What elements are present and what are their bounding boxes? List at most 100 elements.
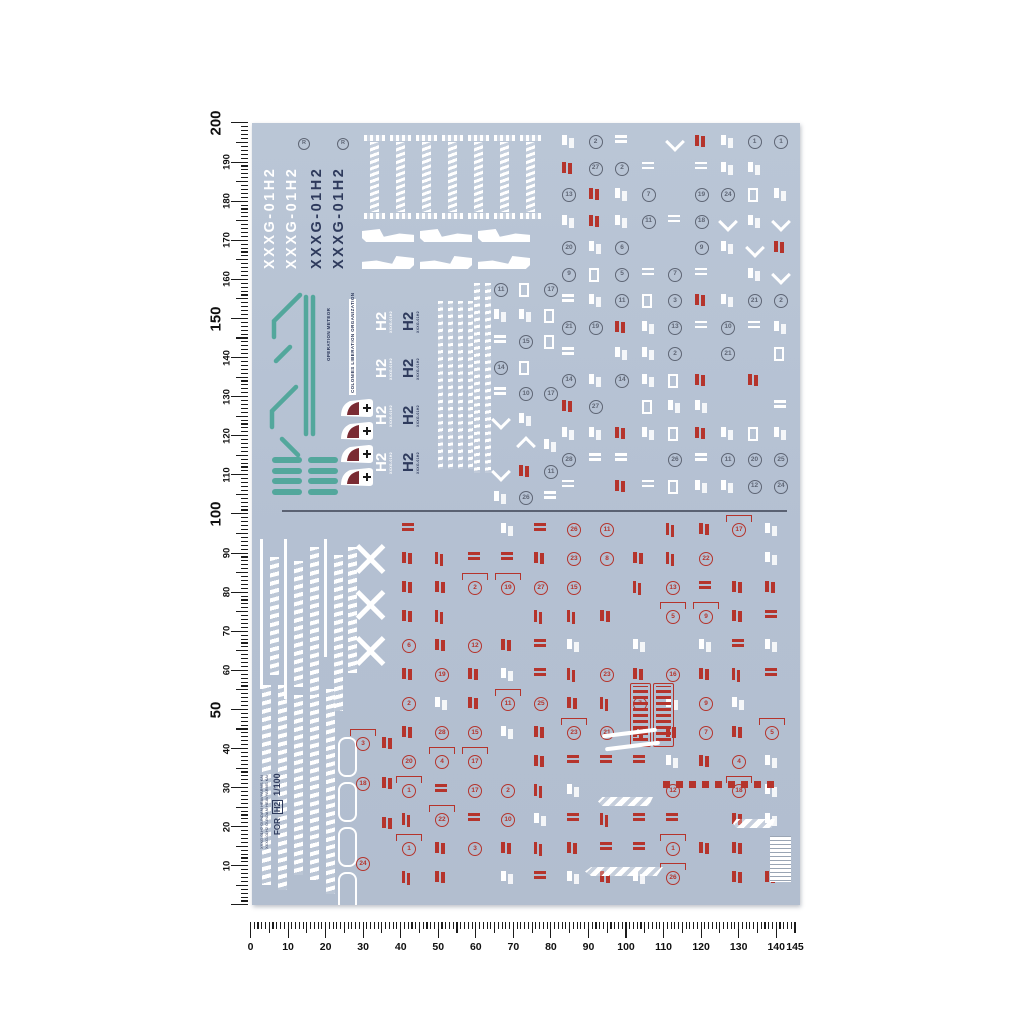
- chevron-decal: [491, 462, 511, 482]
- striped-bar-decal: [370, 142, 379, 212]
- white-box-decal: [544, 335, 554, 349]
- ruler-tick: [681, 922, 683, 933]
- h2-logo-subtext: XXXG-01H2: [389, 311, 393, 333]
- ruler-tick: [407, 922, 409, 929]
- ruler-tick: [241, 227, 248, 230]
- ruler-tick: [231, 552, 248, 554]
- section-divider-line: [282, 510, 787, 512]
- ruler-tick: [241, 364, 248, 366]
- white-marking-decal: [774, 426, 779, 437]
- circled-number-decal: 11: [641, 214, 656, 229]
- ruler-label: 130: [221, 388, 233, 405]
- ruler-tick: [236, 532, 248, 535]
- white-marking-decal: [668, 400, 673, 410]
- ruler-tick: [241, 603, 248, 605]
- ruler-tick: [321, 922, 323, 929]
- chevron-decal: [771, 211, 791, 232]
- ruler-tick: [236, 845, 248, 847]
- circled-number-decal: 20: [562, 241, 576, 255]
- h2-logo-text: H2: [400, 358, 417, 378]
- white-marking-decal: [562, 214, 567, 225]
- circled-number-decal: 2: [468, 581, 482, 595]
- ruler-tick: [719, 922, 721, 933]
- ruler-tick: [241, 579, 248, 581]
- red-marking-decal: [402, 581, 406, 592]
- ruler-tick: [241, 138, 248, 140]
- ruler-tick: [241, 759, 248, 761]
- ruler-tick: [236, 650, 248, 652]
- ruler-tick: [241, 732, 248, 734]
- ruler-tick: [241, 302, 248, 304]
- ruler-tick: [241, 587, 248, 589]
- ruler-tick: [241, 462, 248, 464]
- red-marking-decal: [732, 871, 736, 882]
- red-text-decal: [534, 784, 537, 796]
- ruler-tick: [241, 794, 248, 796]
- red-marking-decal: [694, 294, 699, 305]
- red-square-decal: [702, 781, 709, 788]
- ruler-tick: [565, 922, 567, 929]
- dash-marking-decal: [668, 214, 680, 217]
- ruler-tick: [241, 646, 248, 648]
- ruler-tick: [448, 922, 451, 929]
- ruler-tick: [726, 922, 728, 929]
- ruler-tick: [236, 611, 248, 613]
- h2-logo-subtext: XXXG-01H2: [389, 452, 393, 474]
- circled-number-decal: 1: [666, 842, 680, 856]
- white-box-decal: [668, 373, 678, 388]
- white-box-decal: [747, 188, 758, 202]
- ruler-tick: [362, 922, 364, 938]
- white-marking-decal: [633, 871, 638, 881]
- red-marking-decal: [534, 552, 538, 563]
- red-marking-decal: [382, 817, 386, 828]
- chevron-decal: [516, 436, 536, 456]
- dash-marking-decal: [747, 320, 760, 323]
- ruler-tick: [236, 220, 248, 222]
- striped-cap-decal: [520, 213, 541, 219]
- ruler-tick: [241, 704, 248, 707]
- dash-marking-decal: [666, 813, 678, 816]
- ruler-label: 70: [507, 941, 520, 953]
- ruler-tick: [241, 173, 248, 175]
- dash-marking-decal: [615, 135, 627, 138]
- circled-number-decal: 13: [562, 188, 576, 202]
- striped-bar-decal: [438, 301, 443, 469]
- striped-cap-decal: [520, 135, 541, 141]
- white-marking-decal: [765, 523, 770, 533]
- bracket-line-decal: [495, 573, 521, 580]
- ruler-tick: [711, 922, 713, 929]
- ruler-tick: [241, 349, 248, 351]
- blade-shape-decal: [362, 229, 414, 242]
- ruler-tick: [241, 873, 248, 875]
- ruler-tick: [685, 922, 687, 929]
- circled-number-decal: 11: [501, 697, 515, 711]
- wing-emblem-decal: [340, 443, 374, 464]
- ruler-tick: [241, 830, 248, 832]
- circled-number-decal: 28: [435, 726, 449, 740]
- ruler-tick: [241, 184, 248, 187]
- bracket-line-decal: [396, 834, 422, 841]
- ruler-tick: [241, 775, 248, 777]
- ruler-tick: [241, 697, 248, 699]
- ruler-tick: [636, 922, 638, 929]
- circled-number-decal: 27: [534, 581, 548, 595]
- ruler-tick: [456, 922, 458, 933]
- ruler-label: 120: [692, 941, 710, 953]
- red-marking-decal: [732, 842, 736, 853]
- circled-number-decal: 1: [402, 784, 416, 798]
- ruler-tick: [241, 169, 248, 171]
- chevron-decal: [355, 647, 386, 678]
- striped-bar-decal: [448, 142, 457, 212]
- red-marking-decal: [765, 871, 769, 882]
- white-marking-decal: [588, 294, 594, 304]
- ruler-tick: [291, 922, 293, 929]
- white-marking-decal: [501, 871, 506, 881]
- footer-scale-label: 1/100: [272, 773, 282, 796]
- ruler-tick: [411, 922, 413, 929]
- ruler-tick: [771, 922, 773, 929]
- ruler-tick: [241, 196, 248, 198]
- footer-h2-logo: H2: [271, 799, 283, 815]
- ruler-tick: [343, 922, 345, 933]
- bracket-line-decal: [396, 776, 422, 783]
- striped-arrow-decal: [585, 867, 663, 876]
